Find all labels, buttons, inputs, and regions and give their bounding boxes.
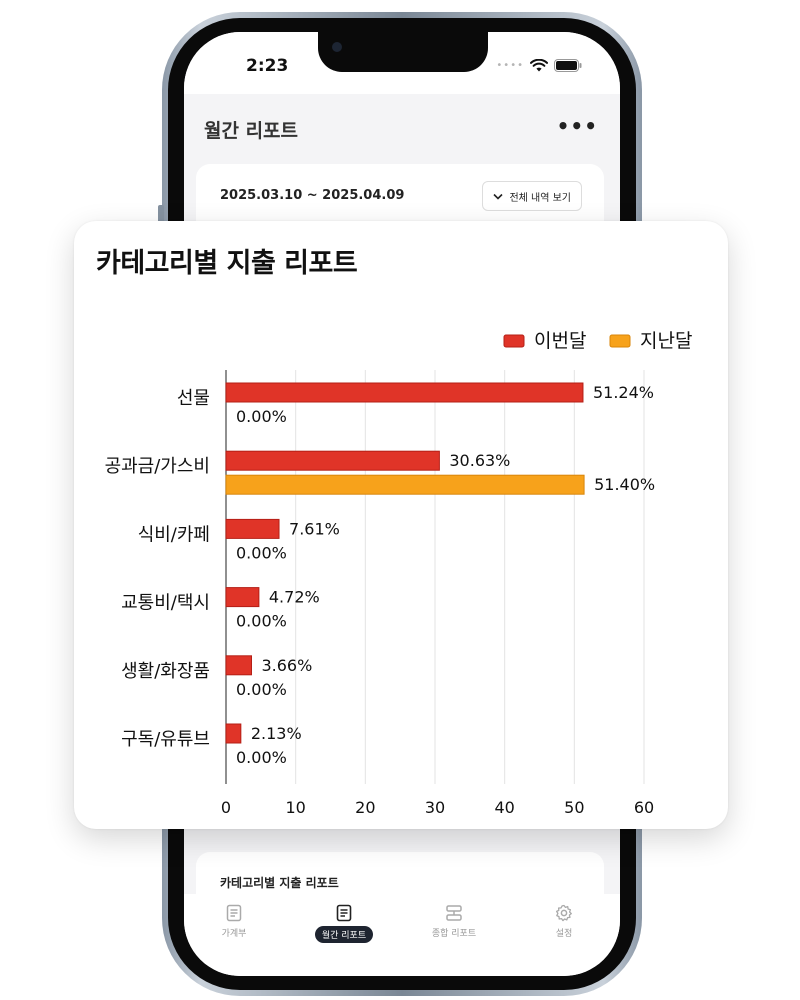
report-icon bbox=[336, 904, 352, 922]
data-label: 30.63% bbox=[449, 451, 510, 470]
data-label: 0.00% bbox=[236, 612, 287, 631]
bar-this-month bbox=[225, 518, 280, 539]
tab-ledger-label: 가계부 bbox=[221, 929, 247, 939]
tab-summary-report-label: 종합 리포트 bbox=[431, 929, 477, 939]
chevron-down-icon bbox=[493, 193, 504, 200]
gear-icon bbox=[555, 904, 572, 922]
bar-this-month bbox=[225, 655, 252, 676]
bar-this-month bbox=[225, 723, 242, 744]
status-bar: 2:23 •••• bbox=[184, 32, 620, 94]
chart-title: 카테고리별 지출 리포트 bbox=[96, 248, 358, 279]
x-tick-label: 10 bbox=[285, 798, 305, 817]
tab-bar: 가계부 월간 리포트 종합 리포트 설정 bbox=[184, 894, 620, 976]
bar-this-month bbox=[225, 587, 260, 608]
wifi-icon bbox=[530, 59, 548, 72]
app-header: 월간 리포트 ••• bbox=[184, 94, 620, 154]
ledger-icon bbox=[226, 904, 242, 922]
data-label: 0.00% bbox=[236, 680, 287, 699]
x-tick-label: 50 bbox=[564, 798, 584, 817]
tab-summary-report[interactable]: 종합 리포트 bbox=[404, 904, 504, 939]
battery-icon bbox=[554, 59, 582, 72]
category-report-title: 카테고리별 지출 리포트 bbox=[220, 876, 339, 890]
data-label: 3.66% bbox=[261, 656, 312, 675]
tab-ledger[interactable]: 가계부 bbox=[184, 904, 284, 939]
x-tick-label: 60 bbox=[634, 798, 654, 817]
dynamic-island bbox=[318, 32, 488, 72]
signal-dots-icon: •••• bbox=[496, 60, 524, 71]
data-label: 0.00% bbox=[236, 543, 287, 562]
summary-icon bbox=[446, 905, 462, 921]
data-label: 51.24% bbox=[593, 383, 654, 402]
data-label: 0.00% bbox=[236, 407, 287, 426]
tab-settings[interactable]: 설정 bbox=[514, 904, 614, 939]
legend-label: 지난달 bbox=[640, 330, 692, 352]
tab-monthly-report[interactable]: 월간 리포트 bbox=[294, 904, 394, 943]
bar-last-month bbox=[225, 474, 585, 495]
x-tick-label: 30 bbox=[425, 798, 445, 817]
camera-icon bbox=[332, 42, 342, 52]
legend-swatch bbox=[503, 334, 525, 348]
x-tick-label: 20 bbox=[355, 798, 375, 817]
legend-label: 이번달 bbox=[534, 330, 586, 352]
legend-swatch bbox=[609, 334, 631, 348]
tab-monthly-report-label: 월간 리포트 bbox=[314, 926, 374, 943]
category-label: 공과금/가스비 bbox=[105, 456, 210, 477]
tab-settings-label: 설정 bbox=[555, 929, 573, 939]
side-button-action bbox=[158, 205, 164, 231]
bar-this-month bbox=[225, 382, 584, 403]
category-label: 식비/카페 bbox=[138, 524, 210, 545]
category-label: 교통비/택시 bbox=[121, 593, 210, 614]
view-all-button[interactable]: 전체 내역 보기 bbox=[482, 181, 582, 211]
page-title: 월간 리포트 bbox=[204, 120, 299, 142]
x-tick-label: 40 bbox=[494, 798, 514, 817]
data-label: 51.40% bbox=[594, 475, 655, 494]
more-options-button[interactable]: ••• bbox=[556, 114, 598, 138]
data-label: 4.72% bbox=[269, 588, 320, 607]
view-all-label: 전체 내역 보기 bbox=[509, 192, 571, 204]
data-label: 0.00% bbox=[236, 748, 287, 767]
category-label: 생활/화장품 bbox=[121, 661, 210, 682]
status-time: 2:23 bbox=[246, 56, 289, 76]
category-label: 구독/유튜브 bbox=[121, 729, 210, 750]
status-icons: •••• bbox=[496, 59, 582, 72]
data-label: 7.61% bbox=[289, 519, 340, 538]
category-label: 선물 bbox=[177, 388, 210, 409]
x-tick-label: 0 bbox=[221, 798, 231, 817]
bar-this-month bbox=[225, 450, 440, 471]
data-label: 2.13% bbox=[251, 724, 302, 743]
date-range: 2025.03.10 ~ 2025.04.09 bbox=[220, 188, 405, 203]
